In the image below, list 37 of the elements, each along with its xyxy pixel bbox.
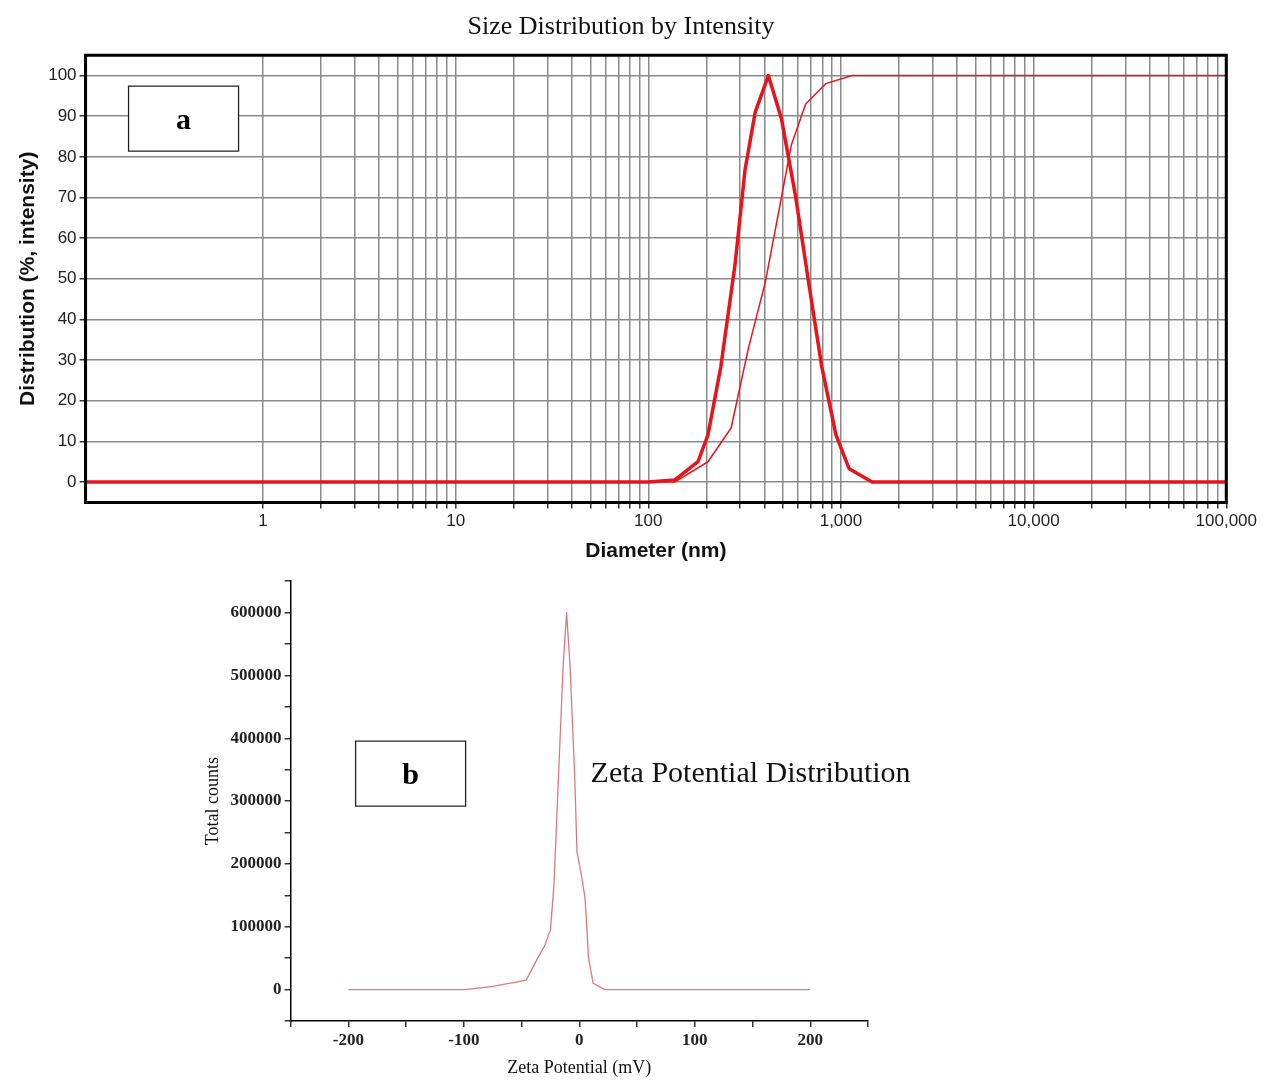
y-tick-label: 200000 (230, 853, 282, 873)
x-tick-label: 10,000 (1007, 511, 1060, 531)
y-tick-label: 90 (57, 105, 77, 125)
y-tick-label: 100 (48, 65, 77, 85)
x-axis-title: Zeta Potential (mV) (507, 1056, 652, 1078)
y-tick-label: 30 (57, 349, 77, 369)
x-tick-label: 100,000 (1195, 511, 1257, 531)
y-tick-label: 50 (57, 268, 77, 288)
y-tick-label: 300000 (230, 790, 282, 810)
y-tick-label: 70 (57, 187, 77, 207)
y-tick-label: 0 (67, 471, 77, 491)
y-tick-label: 0 (273, 978, 282, 998)
y-axis-title: Total counts (201, 756, 222, 846)
y-tick-label: 600000 (230, 602, 282, 621)
annotation: Zeta Potential Distribution (590, 755, 911, 789)
y-tick-label: 100000 (230, 916, 282, 936)
x-tick-label: 100 (682, 1029, 708, 1049)
x-tick-label: 1 (258, 511, 268, 531)
annotation: b (402, 756, 419, 790)
y-tick-label: 60 (57, 227, 77, 247)
y-tick-label: 500000 (230, 664, 282, 684)
x-tick-label: 100 (634, 511, 663, 531)
x-tick-label: -100 (448, 1029, 480, 1049)
x-axis-title: Diameter (nm) (585, 538, 727, 562)
annotation: a (176, 101, 192, 135)
y-tick-label: 20 (57, 390, 77, 410)
chart-title: Size Distribution by Intensity (467, 11, 775, 41)
y-tick-label: 10 (57, 431, 77, 451)
x-tick-label: 0 (575, 1029, 584, 1049)
x-tick-label: 1,000 (819, 511, 863, 531)
y-axis-title: Distribution (%, intensity) (15, 151, 39, 406)
y-tick-label: 80 (57, 146, 77, 166)
y-tick-label: 400000 (230, 727, 282, 747)
x-tick-label: 200 (797, 1029, 824, 1049)
y-tick-label: 40 (57, 309, 77, 329)
x-tick-label: -200 (332, 1029, 364, 1049)
x-tick-label: 10 (446, 511, 466, 531)
